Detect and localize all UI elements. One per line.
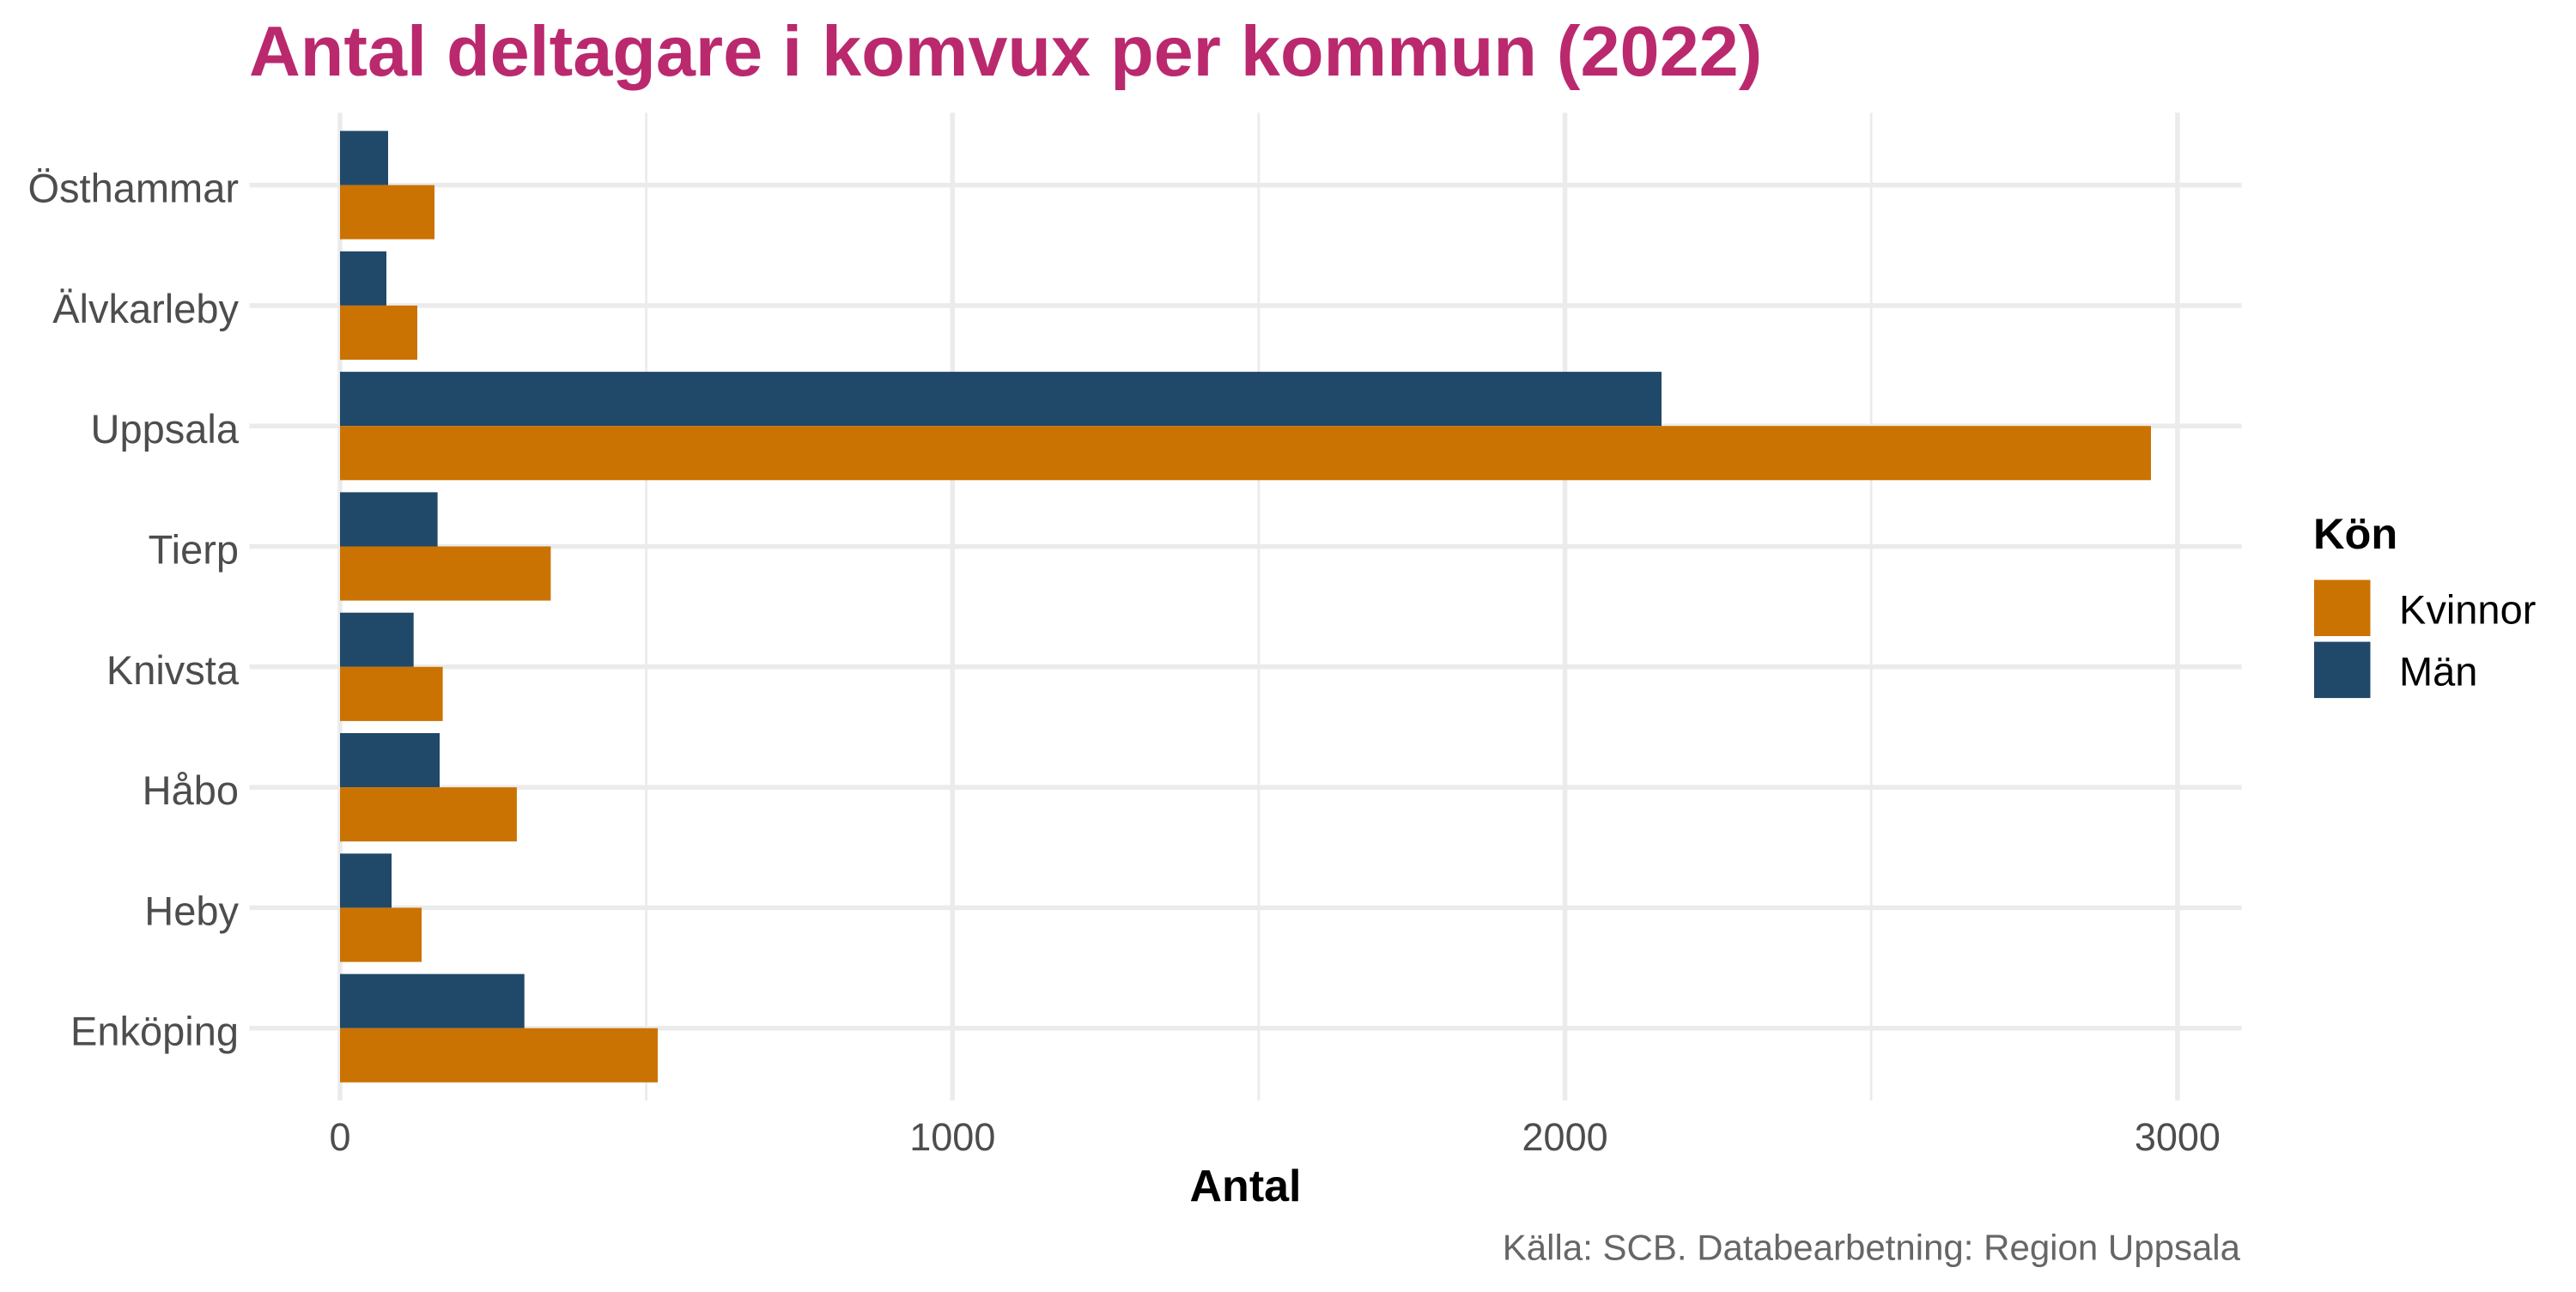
svg-text:Knivsta: Knivsta — [106, 647, 240, 693]
svg-text:Källa: SCB. Databearbetning: R: Källa: SCB. Databearbetning: Region Upps… — [1503, 1227, 2241, 1267]
svg-text:Antal deltagare i komvux per k: Antal deltagare i komvux per kommun (202… — [249, 11, 1762, 91]
svg-text:Enköping: Enköping — [70, 1009, 239, 1054]
svg-text:3000: 3000 — [2135, 1115, 2221, 1159]
svg-text:Antal: Antal — [1190, 1162, 1302, 1211]
svg-text:1000: 1000 — [909, 1115, 995, 1159]
svg-text:Kvinnor: Kvinnor — [2399, 587, 2536, 633]
svg-text:2000: 2000 — [1522, 1115, 1608, 1159]
svg-text:Kön: Kön — [2313, 509, 2397, 558]
svg-text:Uppsala: Uppsala — [91, 406, 240, 452]
svg-text:Östhammar: Östhammar — [28, 166, 240, 211]
svg-text:Män: Män — [2399, 649, 2477, 695]
svg-text:Tierp: Tierp — [149, 527, 239, 573]
svg-text:Älvkarleby: Älvkarleby — [52, 286, 239, 331]
svg-text:Heby: Heby — [144, 888, 239, 933]
svg-text:Håbo: Håbo — [143, 767, 239, 813]
svg-text:0: 0 — [329, 1115, 350, 1159]
